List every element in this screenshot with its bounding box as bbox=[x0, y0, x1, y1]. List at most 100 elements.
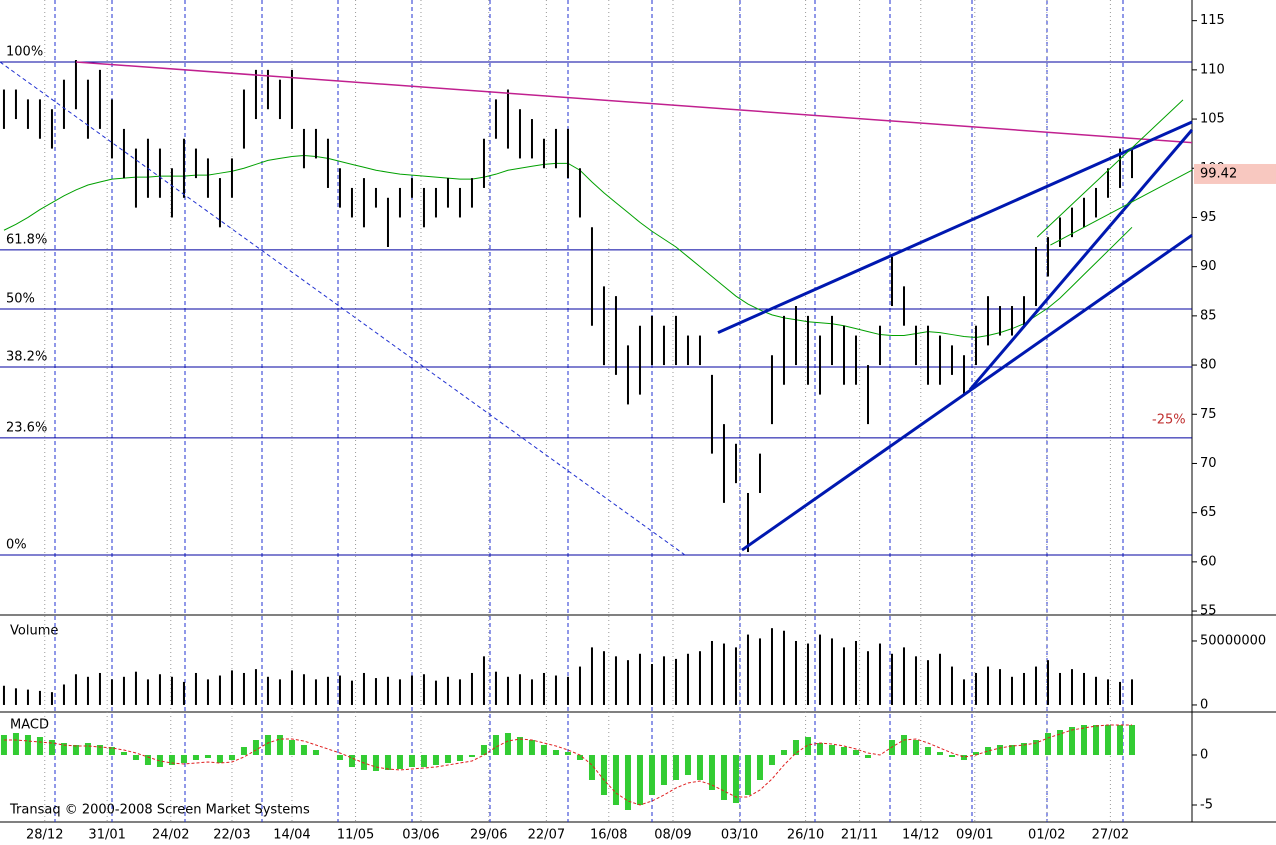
macd-bar bbox=[216, 755, 223, 763]
macd-bar bbox=[780, 750, 787, 755]
macd-bar bbox=[948, 755, 955, 757]
macd-bar bbox=[1020, 743, 1027, 755]
y-tick-label: 105 bbox=[1200, 112, 1225, 127]
volume-bar bbox=[806, 643, 809, 705]
volume-bar bbox=[866, 651, 869, 705]
x-tick-label: 22/07 bbox=[528, 828, 565, 843]
trend-line bbox=[717, 120, 1193, 334]
y-tick-label: 80 bbox=[1200, 358, 1217, 373]
volume-bar bbox=[710, 640, 713, 705]
volume-bar bbox=[1022, 672, 1025, 705]
volume-bar bbox=[122, 676, 125, 705]
macd-bar bbox=[1032, 740, 1039, 755]
macd-bar bbox=[828, 745, 835, 755]
volume-bar bbox=[902, 647, 905, 705]
y-tick-label: 115 bbox=[1200, 13, 1225, 28]
x-tick-label: 08/09 bbox=[654, 828, 691, 843]
y-tick-label: 0 bbox=[1200, 748, 1208, 763]
x-tick-label: 03/06 bbox=[402, 828, 439, 843]
volume-bar bbox=[146, 679, 149, 705]
y-tick-label: 90 bbox=[1200, 259, 1217, 274]
y-tick-label: 95 bbox=[1200, 210, 1217, 225]
trend-line bbox=[741, 233, 1193, 552]
macd-bar bbox=[552, 750, 559, 755]
volume-bar bbox=[14, 688, 17, 705]
macd-bar bbox=[36, 737, 43, 755]
macd-bar bbox=[84, 743, 91, 755]
volume-bar bbox=[314, 679, 317, 705]
volume-bar bbox=[182, 681, 185, 705]
macd-bar bbox=[912, 740, 919, 755]
macd-bar bbox=[816, 743, 823, 755]
macd-bar bbox=[804, 737, 811, 755]
fib-label: 50% bbox=[6, 291, 35, 306]
macd-bar bbox=[684, 755, 691, 775]
volume-bar bbox=[842, 647, 845, 705]
volume-bar bbox=[458, 679, 461, 705]
x-tick-label: 11/05 bbox=[337, 828, 374, 843]
volume-bar bbox=[518, 674, 521, 705]
signal-line bbox=[3, 724, 1132, 806]
macd-bar bbox=[1008, 745, 1015, 755]
macd-bar bbox=[588, 755, 595, 780]
volume-bar bbox=[746, 634, 749, 705]
macd-bar bbox=[12, 733, 19, 755]
macd-bar bbox=[564, 752, 571, 755]
macd-bar bbox=[636, 755, 643, 805]
volume-bar bbox=[758, 638, 761, 705]
macd-bar bbox=[576, 755, 583, 760]
volume-bar bbox=[38, 690, 41, 705]
macd-bar bbox=[108, 747, 115, 755]
x-tick-label: 14/04 bbox=[273, 828, 310, 843]
macd-bar bbox=[288, 740, 295, 755]
volume-bar bbox=[638, 653, 641, 705]
volume-bar bbox=[602, 651, 605, 705]
volume-bar bbox=[86, 676, 89, 705]
macd-bar bbox=[996, 745, 1003, 755]
macd-bar bbox=[600, 755, 607, 795]
macd-bar bbox=[708, 755, 715, 790]
volume-bar bbox=[530, 679, 533, 705]
volume-bar bbox=[854, 640, 857, 705]
volume-bar bbox=[242, 672, 245, 705]
x-tick-label: 26/10 bbox=[787, 828, 824, 843]
macd-bar bbox=[468, 755, 475, 757]
volume-bar bbox=[98, 672, 101, 705]
y-tick-label: -5 bbox=[1200, 798, 1213, 813]
x-tick-label: 28/12 bbox=[26, 828, 63, 843]
macd-bar bbox=[144, 755, 151, 765]
x-tick-label: 01/02 bbox=[1028, 828, 1065, 843]
macd-bar bbox=[252, 740, 259, 755]
macd-bar bbox=[972, 752, 979, 755]
fib-label: 61.8% bbox=[6, 232, 47, 247]
volume-bar bbox=[650, 664, 653, 705]
macd-bar bbox=[120, 752, 127, 755]
volume-bar bbox=[2, 685, 5, 705]
macd-bar bbox=[864, 755, 871, 758]
volume-bar bbox=[686, 653, 689, 705]
volume-bar bbox=[794, 640, 797, 705]
macd-bar bbox=[1128, 725, 1135, 755]
macd-bar bbox=[240, 747, 247, 755]
volume-bar bbox=[398, 679, 401, 705]
macd-bar bbox=[180, 755, 187, 763]
volume-bar bbox=[542, 672, 545, 705]
volume-bar bbox=[266, 676, 269, 705]
last-price-box bbox=[1194, 163, 1276, 184]
macd-bar bbox=[480, 745, 487, 755]
macd-bar bbox=[312, 750, 319, 755]
volume-bar bbox=[818, 634, 821, 705]
volume-bar bbox=[950, 666, 953, 705]
macd-bar bbox=[408, 755, 415, 767]
volume-bar bbox=[566, 676, 569, 705]
trend-line bbox=[75, 61, 1193, 144]
macd-bar bbox=[924, 747, 931, 755]
volume-bar bbox=[830, 638, 833, 705]
volume-bar bbox=[578, 666, 581, 705]
volume-bar bbox=[1034, 666, 1037, 705]
volume-bar bbox=[782, 630, 785, 705]
volume-bar bbox=[386, 676, 389, 705]
macd-bar bbox=[852, 750, 859, 755]
